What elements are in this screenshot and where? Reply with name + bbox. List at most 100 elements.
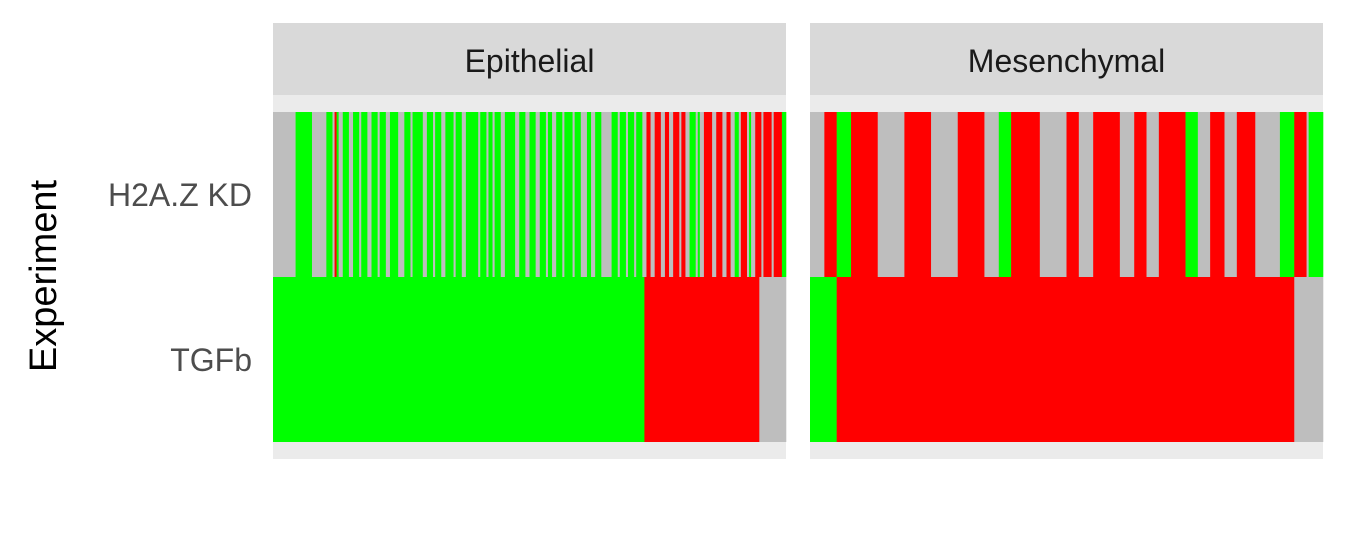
heatmap-cell-mesenchymal-h2a-z-kd-2 (836, 112, 852, 277)
heatmap-cell-epithelial-h2a-z-kd-29 (453, 112, 456, 277)
heatmap-cell-mesenchymal-h2a-z-kd-27 (1306, 112, 1309, 277)
heatmap-cell-epithelial-h2a-z-kd-86 (726, 112, 731, 277)
heatmap-cell-mesenchymal-h2a-z-kd-19 (1185, 112, 1199, 277)
panel-title-mesenchymal: Mesenchymal (968, 43, 1165, 79)
heatmap-cell-epithelial-h2a-z-kd-17 (385, 112, 391, 277)
heatmap-cell-mesenchymal-tgfb-2 (1294, 277, 1324, 442)
heatmap-cell-mesenchymal-h2a-z-kd-12 (1066, 112, 1080, 277)
heatmap-cell-mesenchymal-h2a-z-kd-11 (1039, 112, 1067, 277)
row-label-h2az-kd: H2A.Z KD (108, 177, 252, 213)
heatmap-cell-epithelial-h2a-z-kd-66 (636, 112, 643, 277)
heatmap-cell-mesenchymal-h2a-z-kd-18 (1158, 112, 1186, 277)
heatmap-cell-epithelial-h2a-z-kd-60 (611, 112, 619, 277)
heatmap-cell-epithelial-h2a-z-kd-7 (338, 112, 344, 277)
heatmap-cell-epithelial-h2a-z-kd-54 (574, 112, 582, 277)
heatmap-cell-epithelial-h2a-z-kd-0 (273, 112, 296, 277)
panel-epithelial: Epithelial (273, 23, 787, 459)
heatmap-cell-epithelial-h2a-z-kd-80 (697, 112, 701, 277)
heatmap-cell-epithelial-h2a-z-kd-24 (426, 112, 434, 277)
heatmap-cell-epithelial-h2a-z-kd-55 (580, 112, 588, 277)
heatmap-cell-epithelial-tgfb-1 (644, 277, 760, 442)
heatmap-cell-mesenchymal-h2a-z-kd-23 (1236, 112, 1256, 277)
heatmap-cell-epithelial-h2a-z-kd-22 (412, 112, 424, 277)
heatmap-cell-mesenchymal-h2a-z-kd-3 (851, 112, 879, 277)
heatmap-cell-epithelial-h2a-z-kd-67 (642, 112, 647, 277)
heatmap-cell-mesenchymal-h2a-z-kd-14 (1093, 112, 1121, 277)
heatmap-cell-epithelial-h2a-z-kd-65 (634, 112, 637, 277)
heatmap-cell-epithelial-h2a-z-kd-9 (348, 112, 354, 277)
heatmap-cell-epithelial-h2a-z-kd-37 (492, 112, 495, 277)
heatmap-cell-epithelial-h2a-z-kd-97 (771, 112, 774, 277)
heatmap-cell-epithelial-h2a-z-kd-12 (361, 112, 368, 277)
heatmap-cell-epithelial-h2a-z-kd-2 (311, 112, 327, 277)
heatmap-cell-mesenchymal-h2a-z-kd-24 (1255, 112, 1281, 277)
heatmap-cell-mesenchymal-h2a-z-kd-1 (824, 112, 837, 277)
heatmap-cell-epithelial-h2a-z-kd-79 (695, 112, 699, 277)
heatmap-cell-epithelial-h2a-z-kd-32 (465, 112, 479, 277)
heatmap-cell-epithelial-h2a-z-kd-50 (556, 112, 563, 277)
heatmap-cell-epithelial-h2a-z-kd-25 (433, 112, 436, 277)
heatmap-cell-mesenchymal-h2a-z-kd-25 (1279, 112, 1295, 277)
heatmap-cell-epithelial-h2a-z-kd-39 (500, 112, 506, 277)
heatmap-cell-epithelial-h2a-z-kd-49 (552, 112, 557, 277)
heatmap-cell-mesenchymal-h2a-z-kd-20 (1197, 112, 1211, 277)
heatmap-cell-epithelial-h2a-z-kd-36 (488, 112, 493, 277)
heatmap-cell-epithelial-h2a-z-kd-47 (545, 112, 549, 277)
heatmap-cell-epithelial-tgfb-0 (273, 277, 645, 442)
heatmap-cell-epithelial-h2a-z-kd-69 (650, 112, 655, 277)
heatmap-cell-epithelial-h2a-z-kd-72 (664, 112, 670, 277)
heatmap-cell-mesenchymal-h2a-z-kd-6 (931, 112, 959, 277)
heatmap-cell-mesenchymal-h2a-z-kd-26 (1294, 112, 1307, 277)
heatmap-cell-epithelial-h2a-z-kd-3 (326, 112, 333, 277)
heatmap-cell-epithelial-h2a-z-kd-8 (342, 112, 350, 277)
heatmap-cell-mesenchymal-h2a-z-kd-4 (877, 112, 905, 277)
heatmap-cell-epithelial-h2a-z-kd-16 (379, 112, 387, 277)
heatmap-cell-mesenchymal-h2a-z-kd-15 (1119, 112, 1135, 277)
heatmap-cells-mesenchymal (810, 112, 1324, 442)
heatmap-cell-epithelial-h2a-z-kd-58 (595, 112, 602, 277)
heatmap-cell-epithelial-h2a-z-kd-41 (515, 112, 520, 277)
panel-mesenchymal: Mesenchymal (810, 23, 1324, 459)
heatmap-cell-epithelial-h2a-z-kd-56 (586, 112, 592, 277)
heatmap-cells-epithelial (273, 112, 787, 442)
heatmap-cell-epithelial-h2a-z-kd-77 (685, 112, 690, 277)
heatmap-cell-epithelial-h2a-z-kd-84 (716, 112, 723, 277)
heatmap-cell-epithelial-h2a-z-kd-45 (535, 112, 541, 277)
heatmap-cell-epithelial-h2a-z-kd-98 (773, 112, 783, 277)
heatmap-cell-epithelial-h2a-z-kd-70 (654, 112, 662, 277)
heatmap-cell-mesenchymal-tgfb-0 (810, 277, 837, 442)
heatmap-cell-epithelial-h2a-z-kd-61 (617, 112, 621, 277)
heatmap-cell-epithelial-h2a-z-kd-6 (336, 112, 339, 277)
heatmap-cell-epithelial-h2a-z-kd-33 (478, 112, 481, 277)
heatmap-cell-epithelial-h2a-z-kd-73 (669, 112, 674, 277)
heatmap-cell-epithelial-h2a-z-kd-26 (435, 112, 442, 277)
heatmap-cell-epithelial-h2a-z-kd-38 (494, 112, 502, 277)
heatmap-cell-epithelial-h2a-z-kd-99 (781, 112, 787, 277)
heatmap-cell-mesenchymal-h2a-z-kd-5 (904, 112, 932, 277)
heatmap-cell-epithelial-h2a-z-kd-14 (371, 112, 378, 277)
heatmap-cell-mesenchymal-h2a-z-kd-22 (1224, 112, 1238, 277)
row-label-tgfb: TGFb (170, 342, 252, 378)
heatmap-cell-epithelial-h2a-z-kd-13 (367, 112, 372, 277)
heatmap-cell-epithelial-h2a-z-kd-42 (519, 112, 526, 277)
heatmap-cell-epithelial-h2a-z-kd-92 (749, 112, 752, 277)
heatmap-cell-epithelial-h2a-z-kd-44 (529, 112, 536, 277)
heatmap-cell-epithelial-h2a-z-kd-10 (353, 112, 360, 277)
heatmap-cell-epithelial-h2a-z-kd-81 (699, 112, 705, 277)
y-axis-title: Experiment (23, 179, 65, 372)
heatmap-cell-epithelial-h2a-z-kd-53 (572, 112, 575, 277)
heatmap-cell-epithelial-h2a-z-kd-78 (689, 112, 697, 277)
heatmap-cell-epithelial-h2a-z-kd-27 (441, 112, 446, 277)
heatmap-cell-epithelial-h2a-z-kd-62 (619, 112, 627, 277)
heatmap-cell-mesenchymal-h2a-z-kd-13 (1078, 112, 1094, 277)
heatmap-cell-epithelial-h2a-z-kd-4 (332, 112, 335, 277)
panel-strip-mesenchymal (810, 23, 1323, 95)
heatmap-cell-epithelial-h2a-z-kd-88 (734, 112, 740, 277)
heatmap-cell-epithelial-h2a-z-kd-43 (525, 112, 530, 277)
heatmap-cell-epithelial-h2a-z-kd-46 (539, 112, 547, 277)
heatmap-cell-mesenchymal-h2a-z-kd-16 (1134, 112, 1147, 277)
heatmap-cell-epithelial-h2a-z-kd-48 (547, 112, 553, 277)
panel-title-epithelial: Epithelial (465, 43, 595, 79)
heatmap-cell-epithelial-h2a-z-kd-57 (591, 112, 596, 277)
heatmap-cell-epithelial-h2a-z-kd-75 (679, 112, 682, 277)
